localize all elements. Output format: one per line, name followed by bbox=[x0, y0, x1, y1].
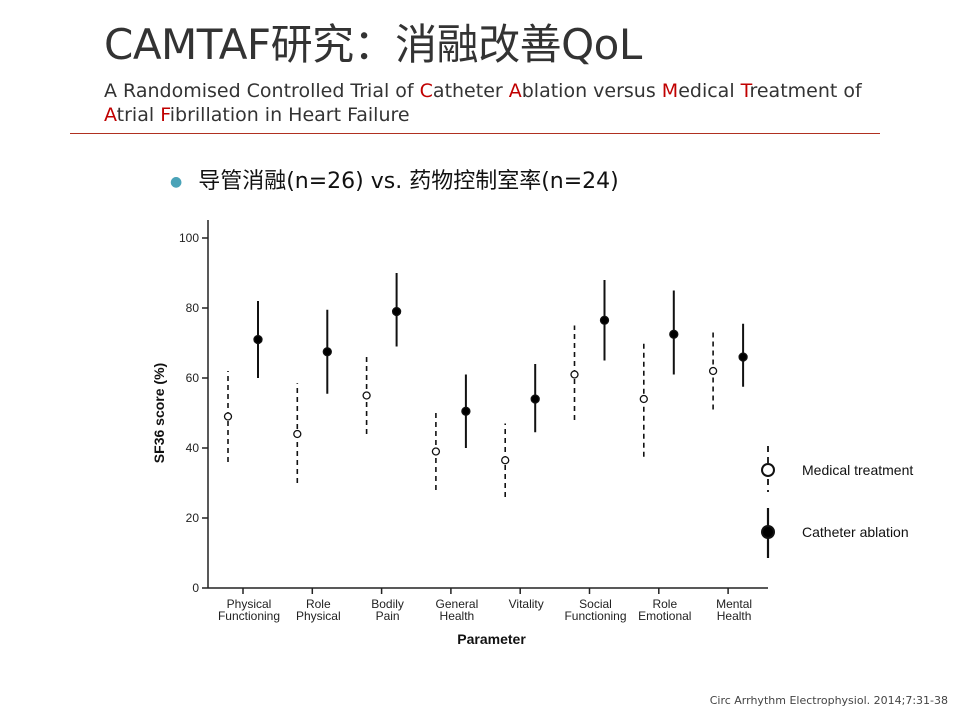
y-tick-label: 20 bbox=[186, 511, 200, 525]
x-tick-label: Bodily bbox=[371, 597, 404, 611]
y-tick-label: 80 bbox=[186, 301, 200, 315]
x-tick-label: Health bbox=[717, 609, 752, 623]
subtitle-text: edical bbox=[678, 80, 741, 102]
x-tick-label: Mental bbox=[716, 597, 752, 611]
bullet-dot-icon: ● bbox=[170, 174, 183, 190]
y-axis-title: SF36 score (%) bbox=[151, 363, 167, 463]
medical-mean-point bbox=[431, 447, 441, 456]
slide-title: CAMTAF研究：消融改善QoL bbox=[104, 20, 642, 69]
medical-mean-point bbox=[501, 456, 510, 465]
legend-marker bbox=[761, 525, 775, 539]
x-tick-label: Role bbox=[306, 597, 331, 611]
medical-mean-point bbox=[570, 370, 579, 379]
medical-mean-point bbox=[362, 391, 371, 400]
x-tick-label: Functioning bbox=[218, 609, 280, 623]
x-tick-label: Role bbox=[652, 597, 677, 611]
subtitle-text: A Randomised Controlled Trial of bbox=[104, 80, 420, 102]
ablation-mean-point bbox=[599, 315, 610, 325]
x-tick-label: Emotional bbox=[638, 609, 691, 623]
y-tick-label: 40 bbox=[186, 441, 200, 455]
ablation-mean-point bbox=[669, 329, 679, 339]
subtitle-initial: C bbox=[419, 80, 433, 102]
subtitle-initial: A bbox=[508, 80, 522, 102]
y-tick-label: 60 bbox=[186, 371, 200, 385]
slide-subtitle: A Randomised Controlled Trial of Cathete… bbox=[104, 79, 864, 127]
ablation-mean-point bbox=[530, 394, 540, 404]
medical-mean-point bbox=[223, 412, 233, 421]
legend-label: Catheter ablation bbox=[802, 524, 909, 540]
x-tick-label: Physical bbox=[296, 609, 341, 623]
bullet-text: 导管消融(n=26) vs. 药物控制室率(n=24) bbox=[198, 169, 619, 194]
subtitle-text: atheter bbox=[432, 80, 509, 102]
title-divider bbox=[70, 133, 880, 134]
ablation-mean-point bbox=[253, 334, 263, 345]
ablation-mean-point bbox=[738, 352, 748, 362]
y-tick-label: 0 bbox=[192, 581, 199, 595]
subtitle-text: blation versus bbox=[521, 80, 662, 102]
subtitle-text: reatment of bbox=[749, 80, 862, 102]
ablation-mean-point bbox=[391, 306, 402, 317]
subtitle-initial: A bbox=[104, 104, 117, 126]
medical-mean-point bbox=[639, 394, 648, 404]
ablation-mean-point bbox=[322, 347, 332, 357]
legend-label: Medical treatment bbox=[802, 462, 913, 478]
x-tick-label: Physical bbox=[227, 597, 272, 611]
x-tick-label: General bbox=[436, 597, 479, 611]
x-tick-label: Health bbox=[440, 609, 475, 623]
subtitle-initial: F bbox=[160, 104, 170, 126]
bullet-point: ● 导管消融(n=26) vs. 药物控制室率(n=24) bbox=[170, 163, 619, 195]
subtitle-initial: T bbox=[740, 80, 750, 102]
x-tick-label: Vitality bbox=[509, 597, 544, 611]
x-tick-label: Social bbox=[579, 597, 612, 611]
legend-marker bbox=[761, 463, 775, 477]
x-tick-label: Pain bbox=[376, 609, 400, 623]
subtitle-initial: M bbox=[661, 80, 679, 102]
medical-mean-point bbox=[293, 429, 302, 439]
x-axis-title: Parameter bbox=[457, 631, 526, 647]
ablation-mean-point bbox=[461, 406, 471, 416]
citation: Circ Arrhythm Electrophysiol. 2014;7:31-… bbox=[709, 694, 948, 707]
x-tick-label: Functioning bbox=[564, 609, 626, 623]
medical-mean-point bbox=[708, 366, 718, 376]
sf36-chart: 020406080100PhysicalFunctioningRolePhysi… bbox=[151, 220, 913, 647]
subtitle-text: trial bbox=[116, 104, 161, 126]
y-tick-label: 100 bbox=[179, 231, 199, 245]
subtitle-text: ibrillation in Heart Failure bbox=[169, 104, 410, 126]
